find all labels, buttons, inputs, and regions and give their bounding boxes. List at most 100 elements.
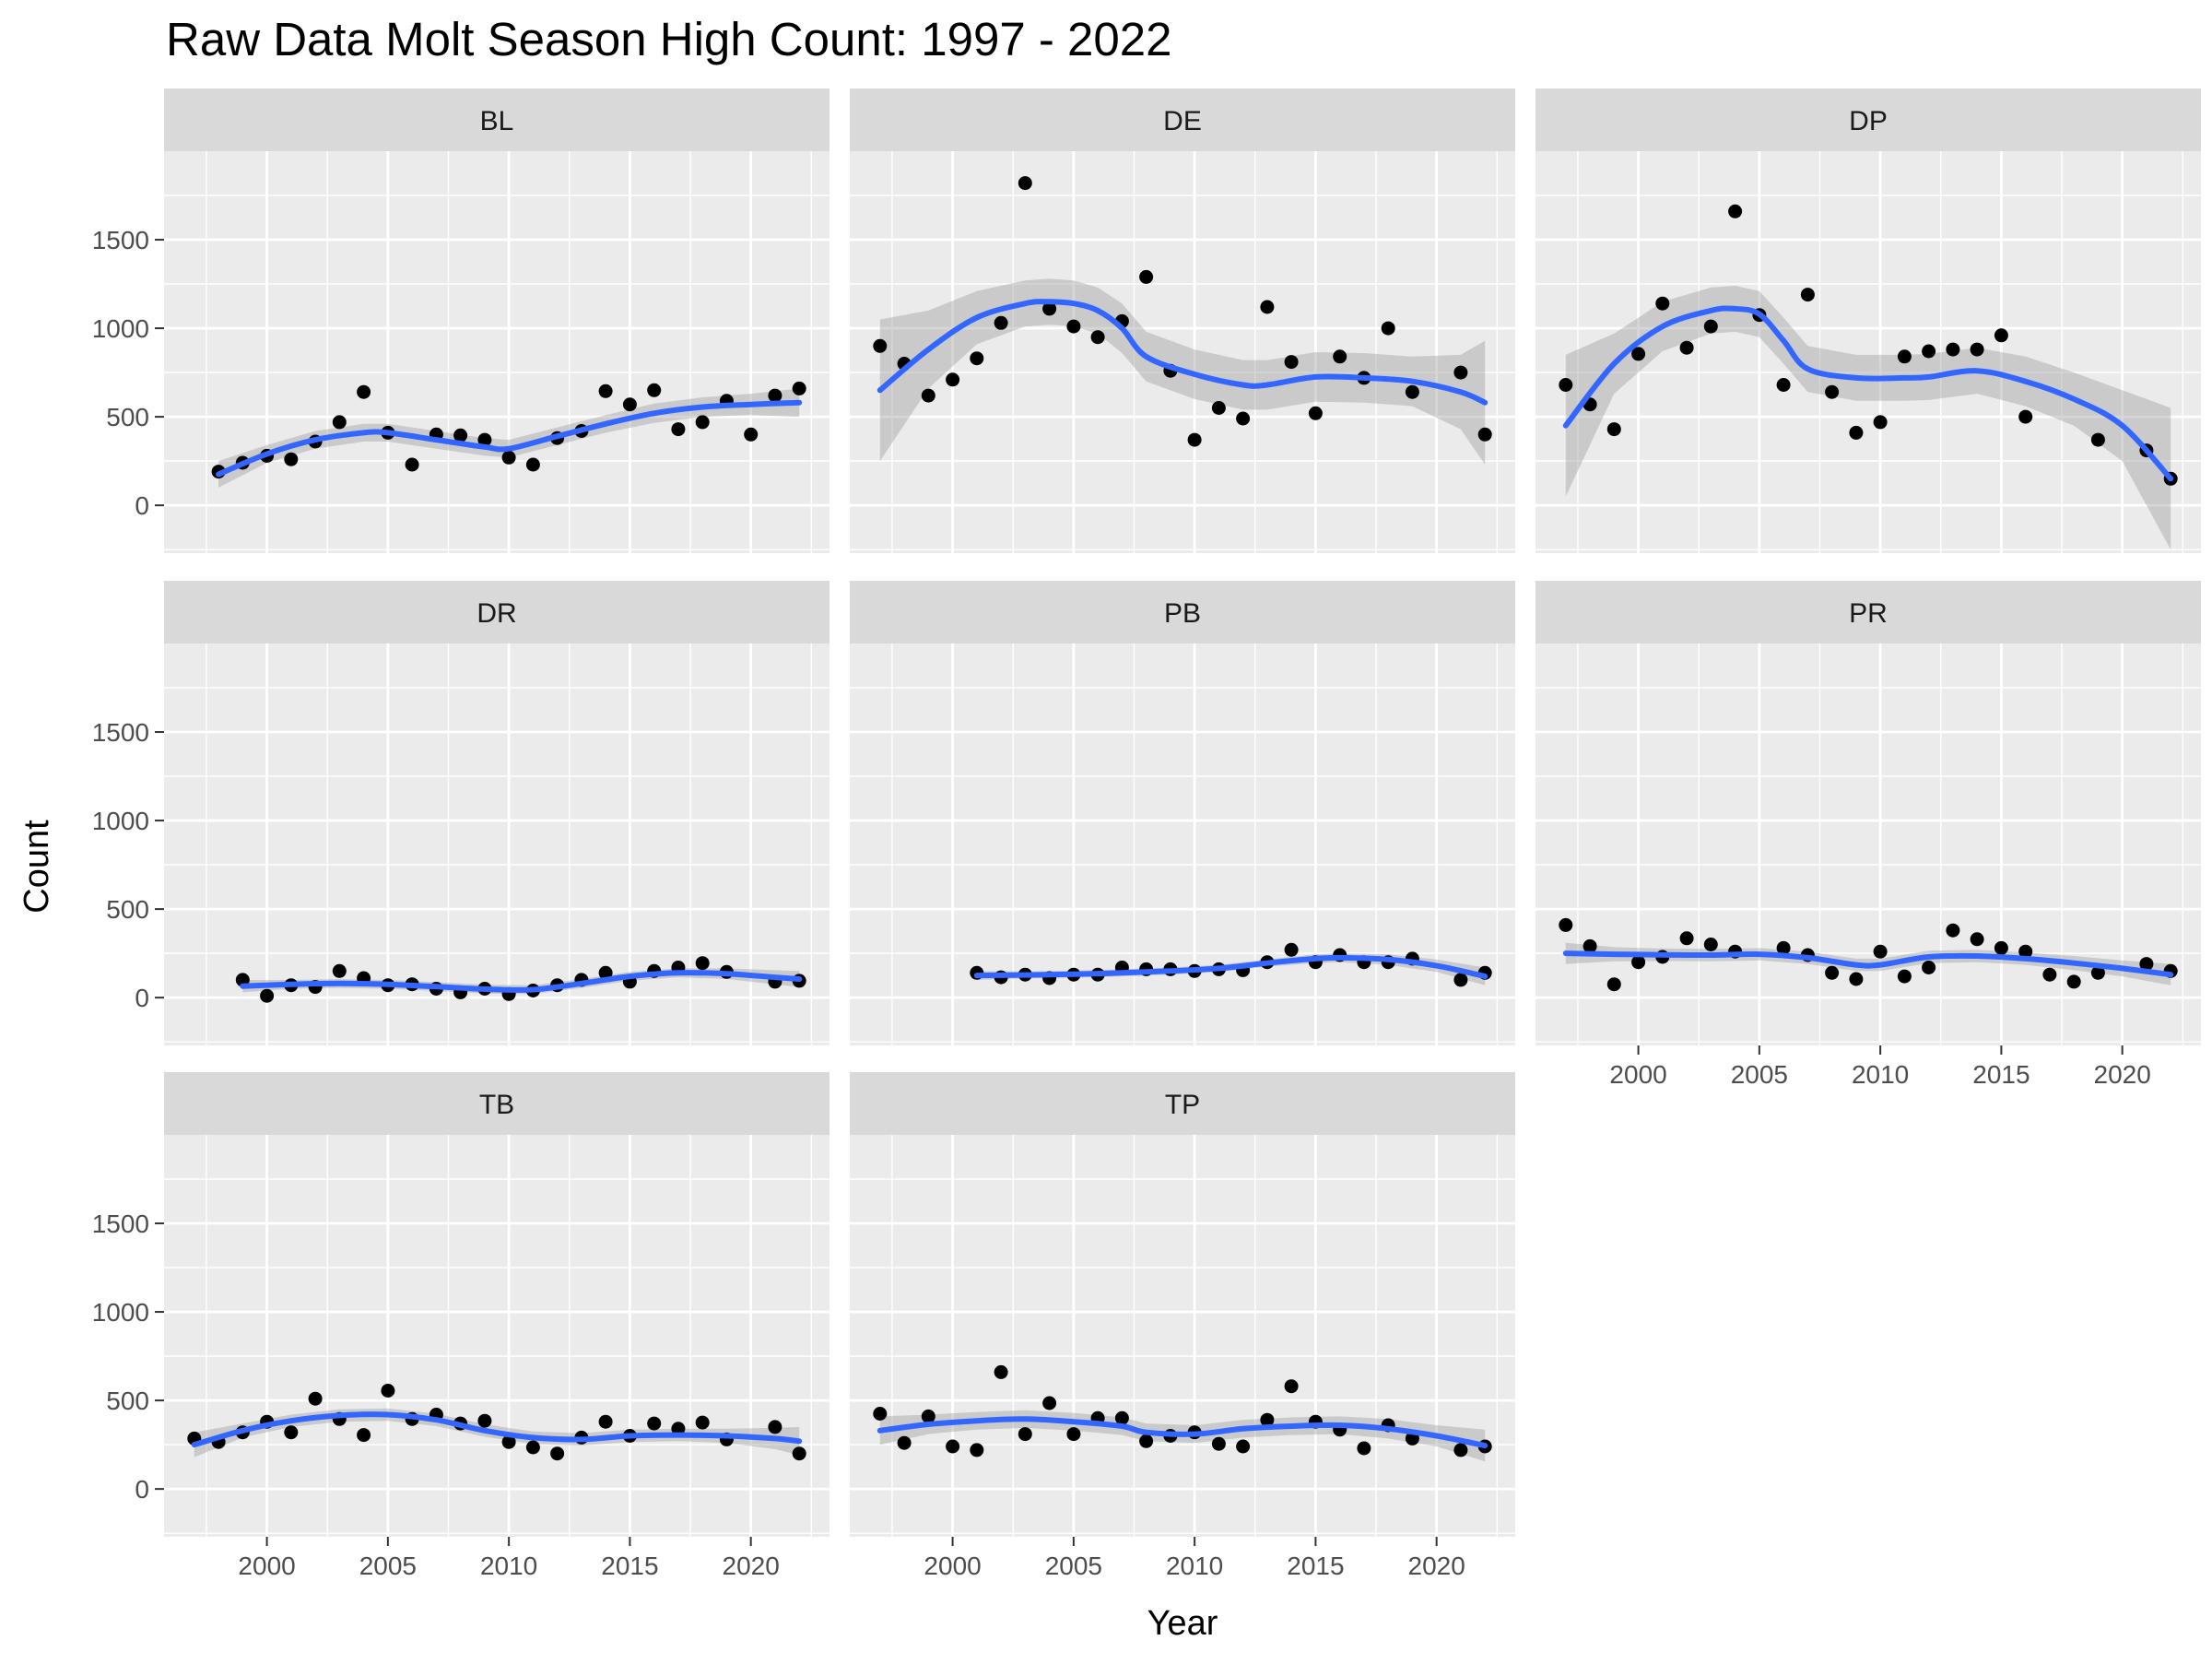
data-point (744, 427, 759, 442)
x-tick-label: 2010 (480, 1552, 537, 1580)
data-point (1211, 1436, 1226, 1451)
data-point (1606, 422, 1621, 437)
data-point (1405, 384, 1419, 399)
data-layer (211, 381, 806, 488)
data-point (357, 384, 371, 399)
facet-panel-dp: DP (1535, 89, 2201, 553)
data-point (1211, 401, 1226, 415)
data-point (260, 988, 275, 1003)
data-point (1477, 427, 1492, 442)
data-point (994, 315, 1008, 330)
data-point (1453, 1443, 1468, 1457)
data-point (405, 457, 419, 472)
facet-strip (164, 581, 830, 643)
data-point (1825, 384, 1840, 399)
facet-strip (1535, 581, 2201, 643)
smooth-line (1562, 950, 2174, 978)
y-tick-label: 1000 (92, 314, 149, 343)
data-point (1018, 176, 1032, 191)
smooth-line (877, 1416, 1488, 1449)
gridlines (164, 151, 830, 553)
panel-background (850, 151, 1515, 553)
data-point (1922, 961, 1936, 974)
data-point (501, 450, 516, 465)
data-point (525, 1440, 540, 1455)
panel-background (850, 643, 1515, 1045)
data-point (1114, 1410, 1129, 1425)
x-tick-label: 2010 (1166, 1552, 1223, 1580)
data-point (1559, 378, 1573, 392)
data-point (647, 383, 662, 397)
data-point (1776, 940, 1791, 955)
data-point (695, 415, 710, 430)
data-point (1825, 965, 1840, 980)
gridlines (164, 643, 830, 1045)
data-point (2090, 965, 2105, 980)
smooth-line (1562, 305, 2174, 482)
data-point (768, 388, 782, 403)
facet-strip-label: DE (1163, 106, 1202, 136)
facet-strip (850, 581, 1515, 643)
data-point (1946, 342, 1960, 357)
facet-strip-label: BL (480, 106, 514, 136)
x-tick-label: 2005 (1045, 1552, 1102, 1580)
data-layer (1559, 204, 2178, 550)
data-point (550, 1446, 565, 1461)
data-layer (235, 956, 806, 1003)
data-point (1897, 969, 1912, 984)
facet-strip (164, 89, 830, 151)
y-tick-label: 1500 (92, 226, 149, 254)
data-point (1187, 432, 1202, 447)
data-point (1139, 1434, 1154, 1448)
gridlines (164, 1135, 830, 1537)
data-point (1090, 330, 1105, 345)
x-tick-label: 2015 (1972, 1060, 2030, 1089)
x-tick-label: 2010 (1852, 1060, 1909, 1089)
facet-panel-tp: TP 2000 2005 2010 2015 2020 (850, 1072, 1515, 1580)
data-point (1897, 349, 1912, 364)
data-point (332, 963, 347, 978)
data-point (1236, 411, 1251, 426)
data-point (308, 1391, 323, 1406)
data-point (1849, 425, 1864, 440)
data-point (873, 1407, 888, 1421)
data-point (1139, 269, 1154, 284)
gridlines (850, 643, 1515, 1045)
facet-strip-label: PB (1164, 598, 1201, 629)
data-point (1873, 415, 1888, 430)
data-point (2139, 957, 2154, 972)
facet-strip (164, 1072, 830, 1135)
data-layer (873, 176, 1492, 465)
data-point (622, 397, 637, 412)
x-tick-label: 2000 (924, 1552, 981, 1580)
data-point (598, 384, 613, 398)
data-point (1066, 1427, 1081, 1442)
x-axis-title: Year (1147, 1604, 1218, 1643)
chart-title: Raw Data Molt Season High Count: 1997 - … (166, 13, 1171, 65)
data-point (2018, 944, 2033, 959)
x-tick-label: 2015 (601, 1552, 658, 1580)
facet-strip-label: DR (477, 598, 516, 629)
facet-panel-dr: DR 0 500 1000 1500 (92, 581, 830, 1045)
gridlines (1535, 643, 2201, 1045)
x-tick-label: 2000 (1609, 1060, 1666, 1089)
data-point (284, 1425, 299, 1440)
panel-background (850, 1135, 1515, 1537)
data-point (1453, 365, 1468, 380)
data-point (921, 1409, 935, 1423)
data-layer (873, 1364, 1492, 1462)
data-point (525, 457, 540, 472)
smooth-line (216, 399, 803, 478)
y-tick-label: 0 (135, 984, 149, 1012)
data-point (2018, 409, 2033, 424)
data-point (946, 1439, 960, 1454)
facet-strip-label: TB (479, 1090, 514, 1120)
data-point (1631, 955, 1646, 970)
data-point (477, 432, 492, 447)
y-tick-label: 500 (106, 403, 149, 431)
data-point (1922, 344, 1936, 359)
y-tick-label: 1500 (92, 1210, 149, 1238)
data-point (1284, 1379, 1299, 1394)
data-point (921, 388, 935, 403)
